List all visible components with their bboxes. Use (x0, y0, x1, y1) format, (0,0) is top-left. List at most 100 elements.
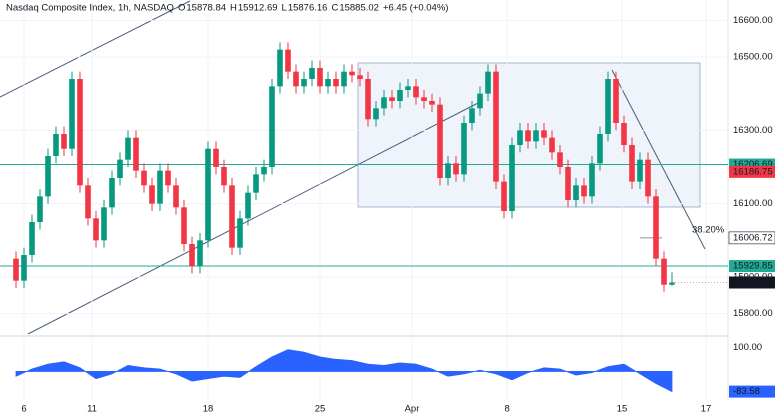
candle-body (45, 156, 51, 197)
candle-body (493, 71, 499, 182)
candle-body (333, 79, 339, 87)
y-tick-label: 16600.00 (733, 15, 773, 26)
candle-body (485, 71, 491, 94)
candle-body (21, 255, 27, 281)
price-label-box (728, 231, 775, 245)
candle-body (69, 79, 75, 149)
candle-body (477, 93, 483, 109)
candle-body (589, 163, 595, 197)
candle-body (29, 222, 35, 255)
candle-body (181, 207, 187, 244)
candle-body (509, 145, 515, 211)
y-tick-label: 16300.00 (733, 125, 773, 136)
candle-body (461, 123, 467, 175)
x-tick-label: 6 (21, 404, 26, 415)
candle-body (197, 240, 203, 266)
candle-body (117, 159, 123, 178)
price-label-box (729, 276, 775, 289)
ohlc-value: 15876.16 (288, 3, 328, 14)
candle-body (605, 79, 611, 134)
osc-tick-label: 100.00 (733, 342, 762, 353)
candle-body (381, 97, 387, 109)
ohlc-prefix: H (230, 3, 237, 14)
candle-body (173, 185, 179, 208)
x-tick-label: 8 (505, 404, 510, 415)
ohlc-prefix: O (178, 3, 185, 14)
ohlc-value: 15885.02 (339, 3, 379, 14)
candle-body (165, 170, 171, 186)
y-tick-label: 15800.00 (733, 308, 773, 319)
candle-body (189, 244, 195, 266)
candle-body (133, 137, 139, 171)
candle-body (261, 167, 267, 175)
candle-body (205, 148, 211, 241)
candle-body (357, 75, 363, 79)
labels: O 15878.84 H 15912.69 L 15876.16 C 15885.02 +6.4… (21, 3, 775, 415)
candle-body (669, 282, 675, 285)
candle-body (365, 79, 371, 120)
candle-body (293, 71, 299, 87)
last-price-label: 15885.02 (733, 277, 773, 288)
candle-body (501, 181, 507, 211)
candle-body (533, 130, 539, 142)
candle-body (149, 185, 155, 204)
candle-body (405, 86, 411, 90)
candle-body (525, 130, 531, 142)
candle-body (125, 137, 131, 160)
candle-body (469, 108, 475, 123)
change: +6.45 (+0.04%) (383, 3, 449, 14)
candle-body (661, 258, 667, 285)
candle-body (285, 49, 291, 72)
candle-body (13, 258, 19, 281)
x-tick-label: Apr (405, 404, 420, 415)
candle-body (61, 134, 67, 149)
plot (0, 42, 728, 393)
candle-body (229, 185, 235, 248)
candle-body (325, 79, 331, 87)
price-label: 16186.75 (733, 166, 773, 177)
x-tick-label: 25 (315, 404, 326, 415)
y-tick-label: 16500.00 (733, 52, 773, 63)
y-tick-label: 16100.00 (733, 198, 773, 209)
candle-body (245, 192, 251, 219)
candle-body (397, 90, 403, 101)
candle-body (349, 71, 355, 76)
candle-body (301, 79, 307, 87)
candle-body (141, 170, 147, 186)
price-label-box (729, 165, 775, 178)
x-tick-label: 15 (617, 404, 628, 415)
candle-body (221, 167, 227, 186)
osc-last-label: -83.58 (733, 386, 760, 397)
candle-body (437, 104, 443, 178)
candle-body (453, 163, 459, 175)
candle-body (597, 134, 603, 164)
channel-lower (27, 101, 481, 335)
candle-body (573, 185, 579, 200)
candle-body (253, 174, 259, 193)
x-tick-label: 18 (203, 404, 214, 415)
channel-upper (0, 0, 191, 98)
candle-body (77, 79, 83, 186)
candle-body (565, 167, 571, 200)
candle-body (37, 196, 43, 222)
fib-label: 38.20% (692, 224, 725, 235)
price-label-box (729, 260, 775, 273)
candle-body (269, 86, 275, 167)
x-tick-label: 17 (701, 404, 712, 415)
candle-body (541, 130, 547, 138)
chart-title: Nasdaq Composite Index, 1h, NASDAQ (6, 3, 174, 14)
oscillator-area (15, 349, 673, 393)
candle-body (309, 68, 315, 79)
candle-body (53, 134, 59, 156)
candle-body (429, 101, 435, 105)
x-tick-label: 11 (87, 404, 97, 415)
ohlc-value: 15878.84 (186, 3, 226, 14)
candle-body (581, 185, 587, 197)
ohlc-prefix: L (282, 3, 287, 14)
candle-body (213, 148, 219, 167)
ohlc-value: 15912.69 (238, 3, 278, 14)
price-label: 15929.85 (733, 261, 773, 272)
candle-body (557, 152, 563, 167)
candle-body (517, 130, 523, 145)
